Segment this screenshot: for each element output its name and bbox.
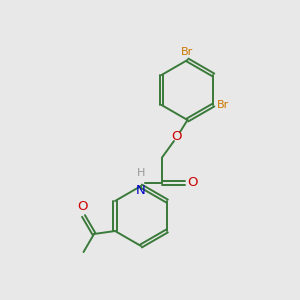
Text: O: O (172, 130, 182, 143)
Text: O: O (188, 176, 198, 190)
Text: N: N (136, 184, 146, 197)
Text: Br: Br (217, 100, 229, 110)
Text: O: O (77, 200, 87, 213)
Text: H: H (137, 168, 145, 178)
Text: Br: Br (182, 47, 194, 57)
